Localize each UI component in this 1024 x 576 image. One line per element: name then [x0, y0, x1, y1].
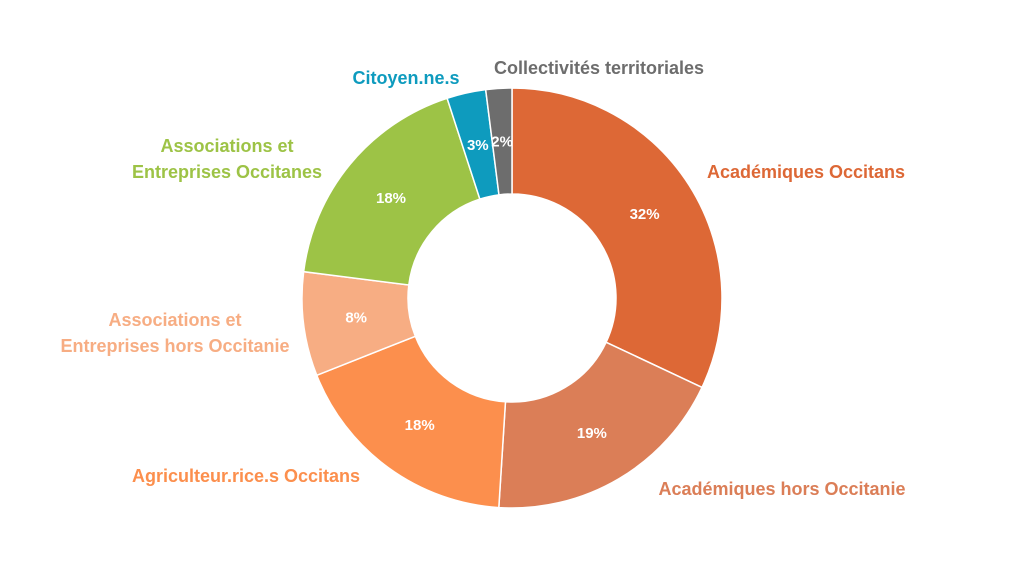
- slice-percent-label-1: 32%: [630, 206, 660, 223]
- slice-percent-label-4: 8%: [345, 310, 367, 327]
- slice-category-label-7: Collectivités territoriales: [494, 58, 704, 78]
- slice-percent-label-6: 3%: [467, 137, 489, 154]
- donut-slice-3: [315, 335, 507, 509]
- donut-slice-1: [511, 87, 723, 389]
- slice-category-label-6: Citoyen.ne.s: [352, 68, 459, 88]
- slice-category-label-line: Associations et: [108, 310, 241, 330]
- slice-category-label-line: Agriculteur.rice.s Occitans: [132, 466, 360, 486]
- slice-percent-label-2: 19%: [577, 425, 607, 442]
- slice-category-label-line: Entreprises Occitanes: [132, 162, 322, 182]
- slice-category-label-5: Associations et Entreprises Occitanes: [132, 136, 322, 182]
- slice-category-label-1: Académiques Occitans: [707, 162, 905, 182]
- donut-slice-2: [498, 341, 704, 509]
- slice-category-label-4: Associations et Entreprises hors Occitani…: [60, 310, 289, 356]
- slice-percent-label-5: 18%: [376, 190, 406, 207]
- slice-category-label-line: Académiques Occitans: [707, 162, 905, 182]
- slice-percent-label-3: 18%: [405, 417, 435, 434]
- slice-category-label-line: Collectivités territoriales: [494, 58, 704, 78]
- slice-category-label-line: Académiques hors Occitanie: [658, 479, 905, 499]
- donut-slice-7: [484, 87, 513, 196]
- slice-category-label-3: Agriculteur.rice.s Occitans: [132, 466, 360, 486]
- donut-slice-5: [302, 97, 481, 286]
- slice-category-label-line: Entreprises hors Occitanie: [60, 336, 289, 356]
- slice-category-label-2: Académiques hors Occitanie: [658, 479, 905, 499]
- slice-category-label-line: Associations et: [160, 136, 293, 156]
- slice-percent-label-7: 2%: [491, 133, 513, 150]
- slice-category-label-line: Citoyen.ne.s: [352, 68, 459, 88]
